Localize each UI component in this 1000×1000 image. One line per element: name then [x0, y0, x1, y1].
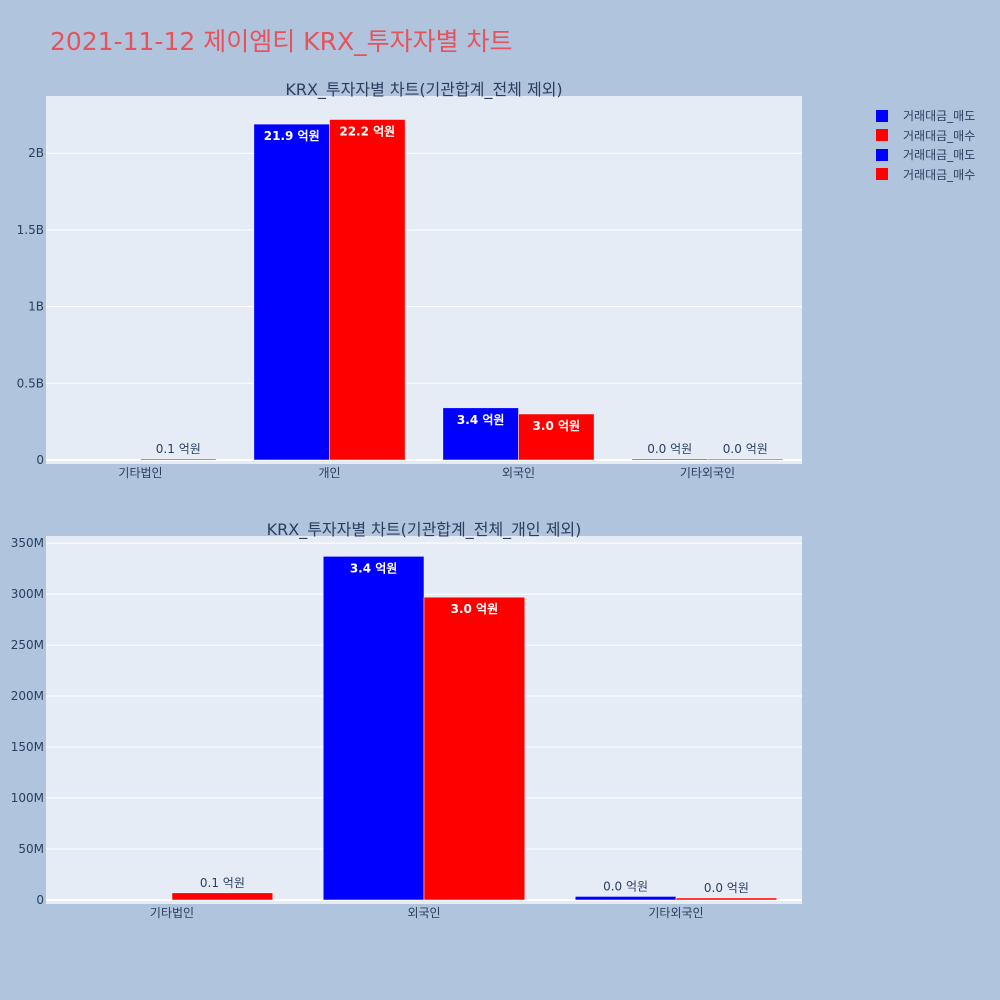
chart-title: KRX_투자자별 차트(기관합계_전체_개인 제외) [267, 520, 582, 540]
legend-item[interactable]: 거래대금_매도 [876, 145, 975, 165]
y-tick-label: 50M [18, 842, 44, 856]
y-tick-label: 300M [11, 587, 44, 601]
bar-sell [322, 556, 425, 901]
data-label: 3.0 억원 [533, 419, 581, 433]
x-tick-label: 기타법인 [118, 466, 162, 480]
data-label: 0.0 억원 [704, 881, 749, 895]
x-tick-label: 외국인 [502, 466, 535, 480]
legend-label: 거래대금_매도 [903, 148, 976, 163]
legend-item[interactable]: 거래대금_매수 [876, 126, 975, 146]
bar-buy [329, 119, 406, 461]
legend-label: 거래대금_매수 [903, 167, 976, 182]
legend-label: 거래대금_매도 [903, 109, 976, 124]
y-tick-label: 0.5B [17, 376, 44, 390]
bar-buy [518, 413, 595, 461]
data-label: 0.1 억원 [200, 876, 245, 890]
chart-title: KRX_투자자별 차트(기관합계_전체 제외) [285, 80, 562, 100]
x-tick-label: 개인 [318, 466, 340, 480]
legend-swatch [876, 168, 888, 181]
data-label: 21.9 억원 [264, 129, 320, 143]
data-label: 3.4 억원 [350, 561, 398, 575]
legend-item[interactable]: 거래대금_매도 [876, 106, 975, 126]
chart-2: 0 50M 100M 150M 200M 250M 300M 350M KRX_투자자별 차트(… [11, 520, 802, 920]
data-label: 0.0 억원 [603, 879, 648, 893]
data-label: 22.2 억원 [339, 124, 395, 138]
legend-label: 거래대금_매수 [903, 128, 976, 143]
data-label: 3.0 억원 [451, 602, 499, 616]
bar-buy [707, 458, 784, 461]
data-label: 0.0 억원 [647, 442, 692, 456]
bar-sell [442, 407, 519, 461]
chart-1: 0 0.5B 1B 1.5B 2B KRX_투자자별 차트(기관합계_전체 제외) 기타법인… [17, 80, 802, 480]
bar-buy [423, 596, 526, 901]
y-tick-label: 250M [11, 638, 44, 652]
bar-sell [574, 896, 677, 901]
x-tick-label: 기타외국인 [680, 466, 735, 480]
bar-buy [171, 892, 274, 901]
legend-item[interactable]: 거래대금_매수 [876, 165, 975, 185]
y-tick-label: 1.5B [17, 223, 44, 237]
bar-buy [140, 458, 217, 461]
bar-buy [675, 897, 778, 901]
y-tick-label: 150M [11, 740, 44, 754]
legend-swatch [876, 129, 888, 142]
data-label: 0.1 억원 [156, 442, 201, 456]
legend-swatch [876, 109, 888, 122]
x-tick-label: 기타법인 [150, 906, 194, 920]
legend-swatch [876, 148, 888, 161]
bar-sell [253, 123, 330, 461]
y-tick-label: 350M [11, 536, 44, 550]
page-title: 2021-11-12 제이엠티 KRX_투자자별 차트 [50, 27, 513, 56]
bar-sell [631, 458, 708, 461]
legend[interactable]: 거래대금_매도 거래대금_매수 거래대금_매도 거래대금_매수 [876, 106, 975, 184]
y-tick-label: 100M [11, 791, 44, 805]
data-label: 3.4 억원 [457, 413, 505, 427]
y-tick-label: 1B [28, 300, 44, 314]
x-tick-label: 외국인 [407, 906, 440, 920]
x-tick-label: 기타외국인 [648, 906, 703, 920]
y-tick-label: 0 [36, 453, 44, 467]
data-label: 0.0 억원 [723, 442, 768, 456]
plot-area [46, 96, 802, 464]
y-tick-label: 2B [28, 146, 44, 160]
y-tick-label: 200M [11, 689, 44, 703]
y-tick-label: 0 [36, 893, 44, 907]
